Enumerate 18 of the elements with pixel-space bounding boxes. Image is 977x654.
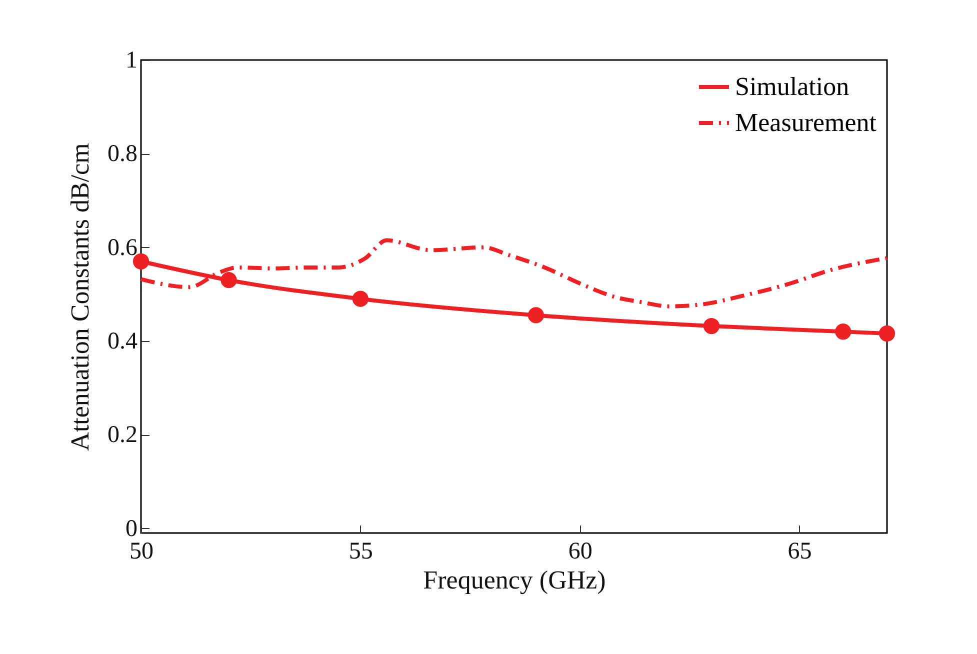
point: [878, 325, 896, 342]
point: [528, 307, 544, 324]
legend-label: Measurement: [735, 108, 878, 137]
y-tick-label: 0.6: [108, 234, 138, 261]
y-tick-label: 0.4: [108, 328, 138, 354]
legend-label: Simulation: [735, 72, 850, 101]
x-tick-label: 55: [348, 538, 373, 564]
y-tick-label: 1: [126, 48, 138, 74]
point: [835, 324, 852, 340]
point: [220, 272, 237, 288]
point: [352, 290, 368, 307]
x-tick-label: 65: [788, 538, 812, 564]
y-tick-label: 0.2: [108, 422, 138, 448]
point: [703, 318, 720, 334]
y-axis-title: Attenuation Constants dB/cm: [66, 143, 94, 451]
x-tick-label: 60: [568, 538, 592, 564]
x-axis-title: Frequency (GHz): [423, 566, 606, 594]
y-tick-label: 0.8: [108, 141, 138, 168]
